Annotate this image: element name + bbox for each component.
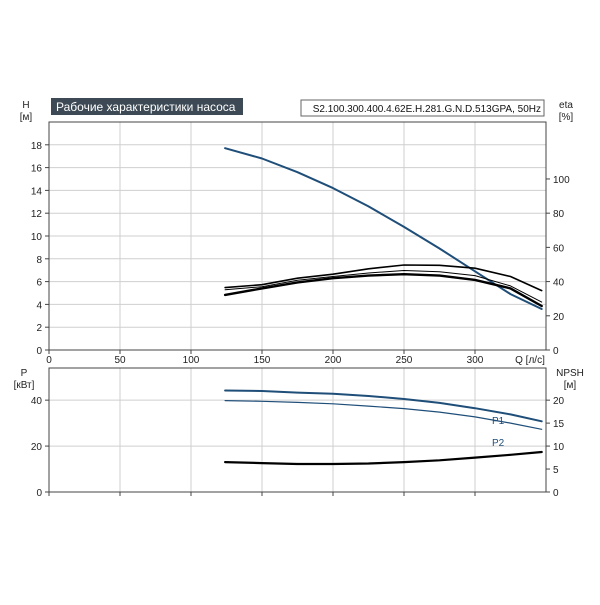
x-axis-tick-label: 250 (396, 355, 413, 366)
left-axis-tick-label: 10 (31, 232, 43, 243)
eta-axis-unit: [%] (559, 112, 574, 123)
x-axis-tick-label: 200 (325, 355, 342, 366)
plot-frame (48, 367, 547, 493)
h-axis-label: H (22, 100, 29, 111)
left-axis-tick-label: 2 (36, 323, 42, 334)
grid (49, 122, 546, 492)
right-axis-tick-label: 10 (553, 442, 565, 453)
p-axis-unit: [кВт] (14, 380, 35, 391)
right-axis-tick-label: 15 (553, 419, 565, 430)
eta-axis-label: eta (559, 100, 573, 111)
left-axis-tick-label: 0 (36, 488, 42, 499)
model-box (300, 99, 545, 117)
series-line-0-0 (224, 147, 543, 310)
right-axis-tick-label: 5 (553, 465, 559, 476)
series-line-0-2 (224, 270, 543, 303)
x-axis-tick-label: 100 (183, 355, 200, 366)
series-line-0-3 (223, 273, 543, 308)
p-axis-label: P (21, 368, 28, 379)
left-axis-tick-label: 4 (36, 300, 42, 311)
series-line-1-1 (224, 400, 543, 430)
right-axis-tick-label: 20 (553, 396, 565, 407)
x-axis-tick-label: 150 (254, 355, 271, 366)
right-axis-tick-label: 80 (553, 209, 565, 220)
series-lines (223, 147, 543, 466)
x-axis-tick-label: 50 (114, 355, 126, 366)
left-axis-tick-label: 14 (31, 186, 43, 197)
left-axis-tick-label: 8 (36, 255, 42, 266)
series-label-p1: P1 (492, 416, 505, 427)
right-axis-tick-label: 60 (553, 243, 565, 254)
right-axis-tick-label: 0 (553, 346, 559, 357)
series-line-1-2 (224, 450, 543, 466)
x-axis-tick-label: 0 (46, 355, 52, 366)
right-axis-tick-label: 100 (553, 175, 570, 186)
left-axis-tick-label: 20 (31, 442, 43, 453)
right-axis-tick-label: 40 (553, 278, 565, 289)
npsh-axis-label: NPSH (556, 368, 584, 379)
left-axis-tick-label: 16 (31, 164, 43, 175)
title-box (51, 98, 243, 115)
left-axis-tick-label: 6 (36, 278, 42, 289)
right-axis-tick-label: 20 (553, 312, 565, 323)
h-axis-unit: [м] (20, 112, 33, 123)
right-axis-tick-label: 0 (553, 488, 559, 499)
plot-frames (48, 121, 547, 493)
left-axis-tick-label: 12 (31, 209, 43, 220)
series-label-p2: P2 (492, 438, 505, 449)
left-axis-tick-label: 40 (31, 396, 43, 407)
left-axis-tick-label: 18 (31, 141, 43, 152)
chart-title: Рабочие характеристики насоса (56, 100, 236, 114)
left-axis-tick-label: 0 (36, 346, 42, 357)
model-label: S2.100.300.400.4.62E.H.281.G.N.D.513GPA,… (313, 104, 541, 115)
q-axis-label: Q [л/с] (515, 355, 545, 366)
x-axis-tick-label: 300 (467, 355, 484, 366)
series-line-0-1 (224, 264, 543, 292)
series-line-1-0 (224, 389, 543, 423)
npsh-axis-unit: [м] (564, 380, 577, 391)
